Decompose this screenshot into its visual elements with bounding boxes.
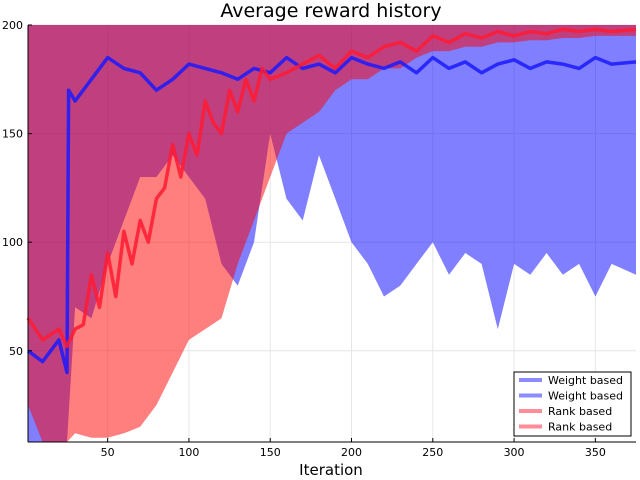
- x-axis-label: Iteration: [299, 461, 363, 479]
- x-tick-label: 150: [260, 446, 281, 459]
- legend-label: Weight based: [548, 390, 623, 403]
- chart-title: Average reward history: [220, 0, 441, 22]
- y-tick-label: 150: [2, 128, 23, 141]
- tick-labels: 50 100 150 200 250 300 350 50 100 150 200: [2, 19, 606, 459]
- legend-label: Rank based: [548, 405, 612, 418]
- x-tick-label: 300: [504, 446, 525, 459]
- series-bands: [28, 25, 636, 442]
- x-tick-label: 50: [101, 446, 115, 459]
- legend-label: Weight based: [548, 374, 623, 387]
- y-tick-label: 100: [2, 236, 23, 249]
- series-line-3: [26, 27, 637, 349]
- x-tick-label: 200: [341, 446, 362, 459]
- legend: Weight based Weight based Rank based Rank b…: [513, 371, 632, 437]
- series-band-2: [28, 25, 636, 442]
- series-lines: [26, 27, 637, 375]
- x-tick-label: 250: [422, 446, 443, 459]
- axes: [27, 24, 636, 443]
- legend-label: Rank based: [548, 421, 612, 434]
- series-line-1: [26, 55, 637, 375]
- x-tick-label: 350: [585, 446, 606, 459]
- y-tick-label: 50: [9, 345, 23, 358]
- x-tick-label: 100: [178, 446, 199, 459]
- y-tick-label: 200: [2, 19, 23, 32]
